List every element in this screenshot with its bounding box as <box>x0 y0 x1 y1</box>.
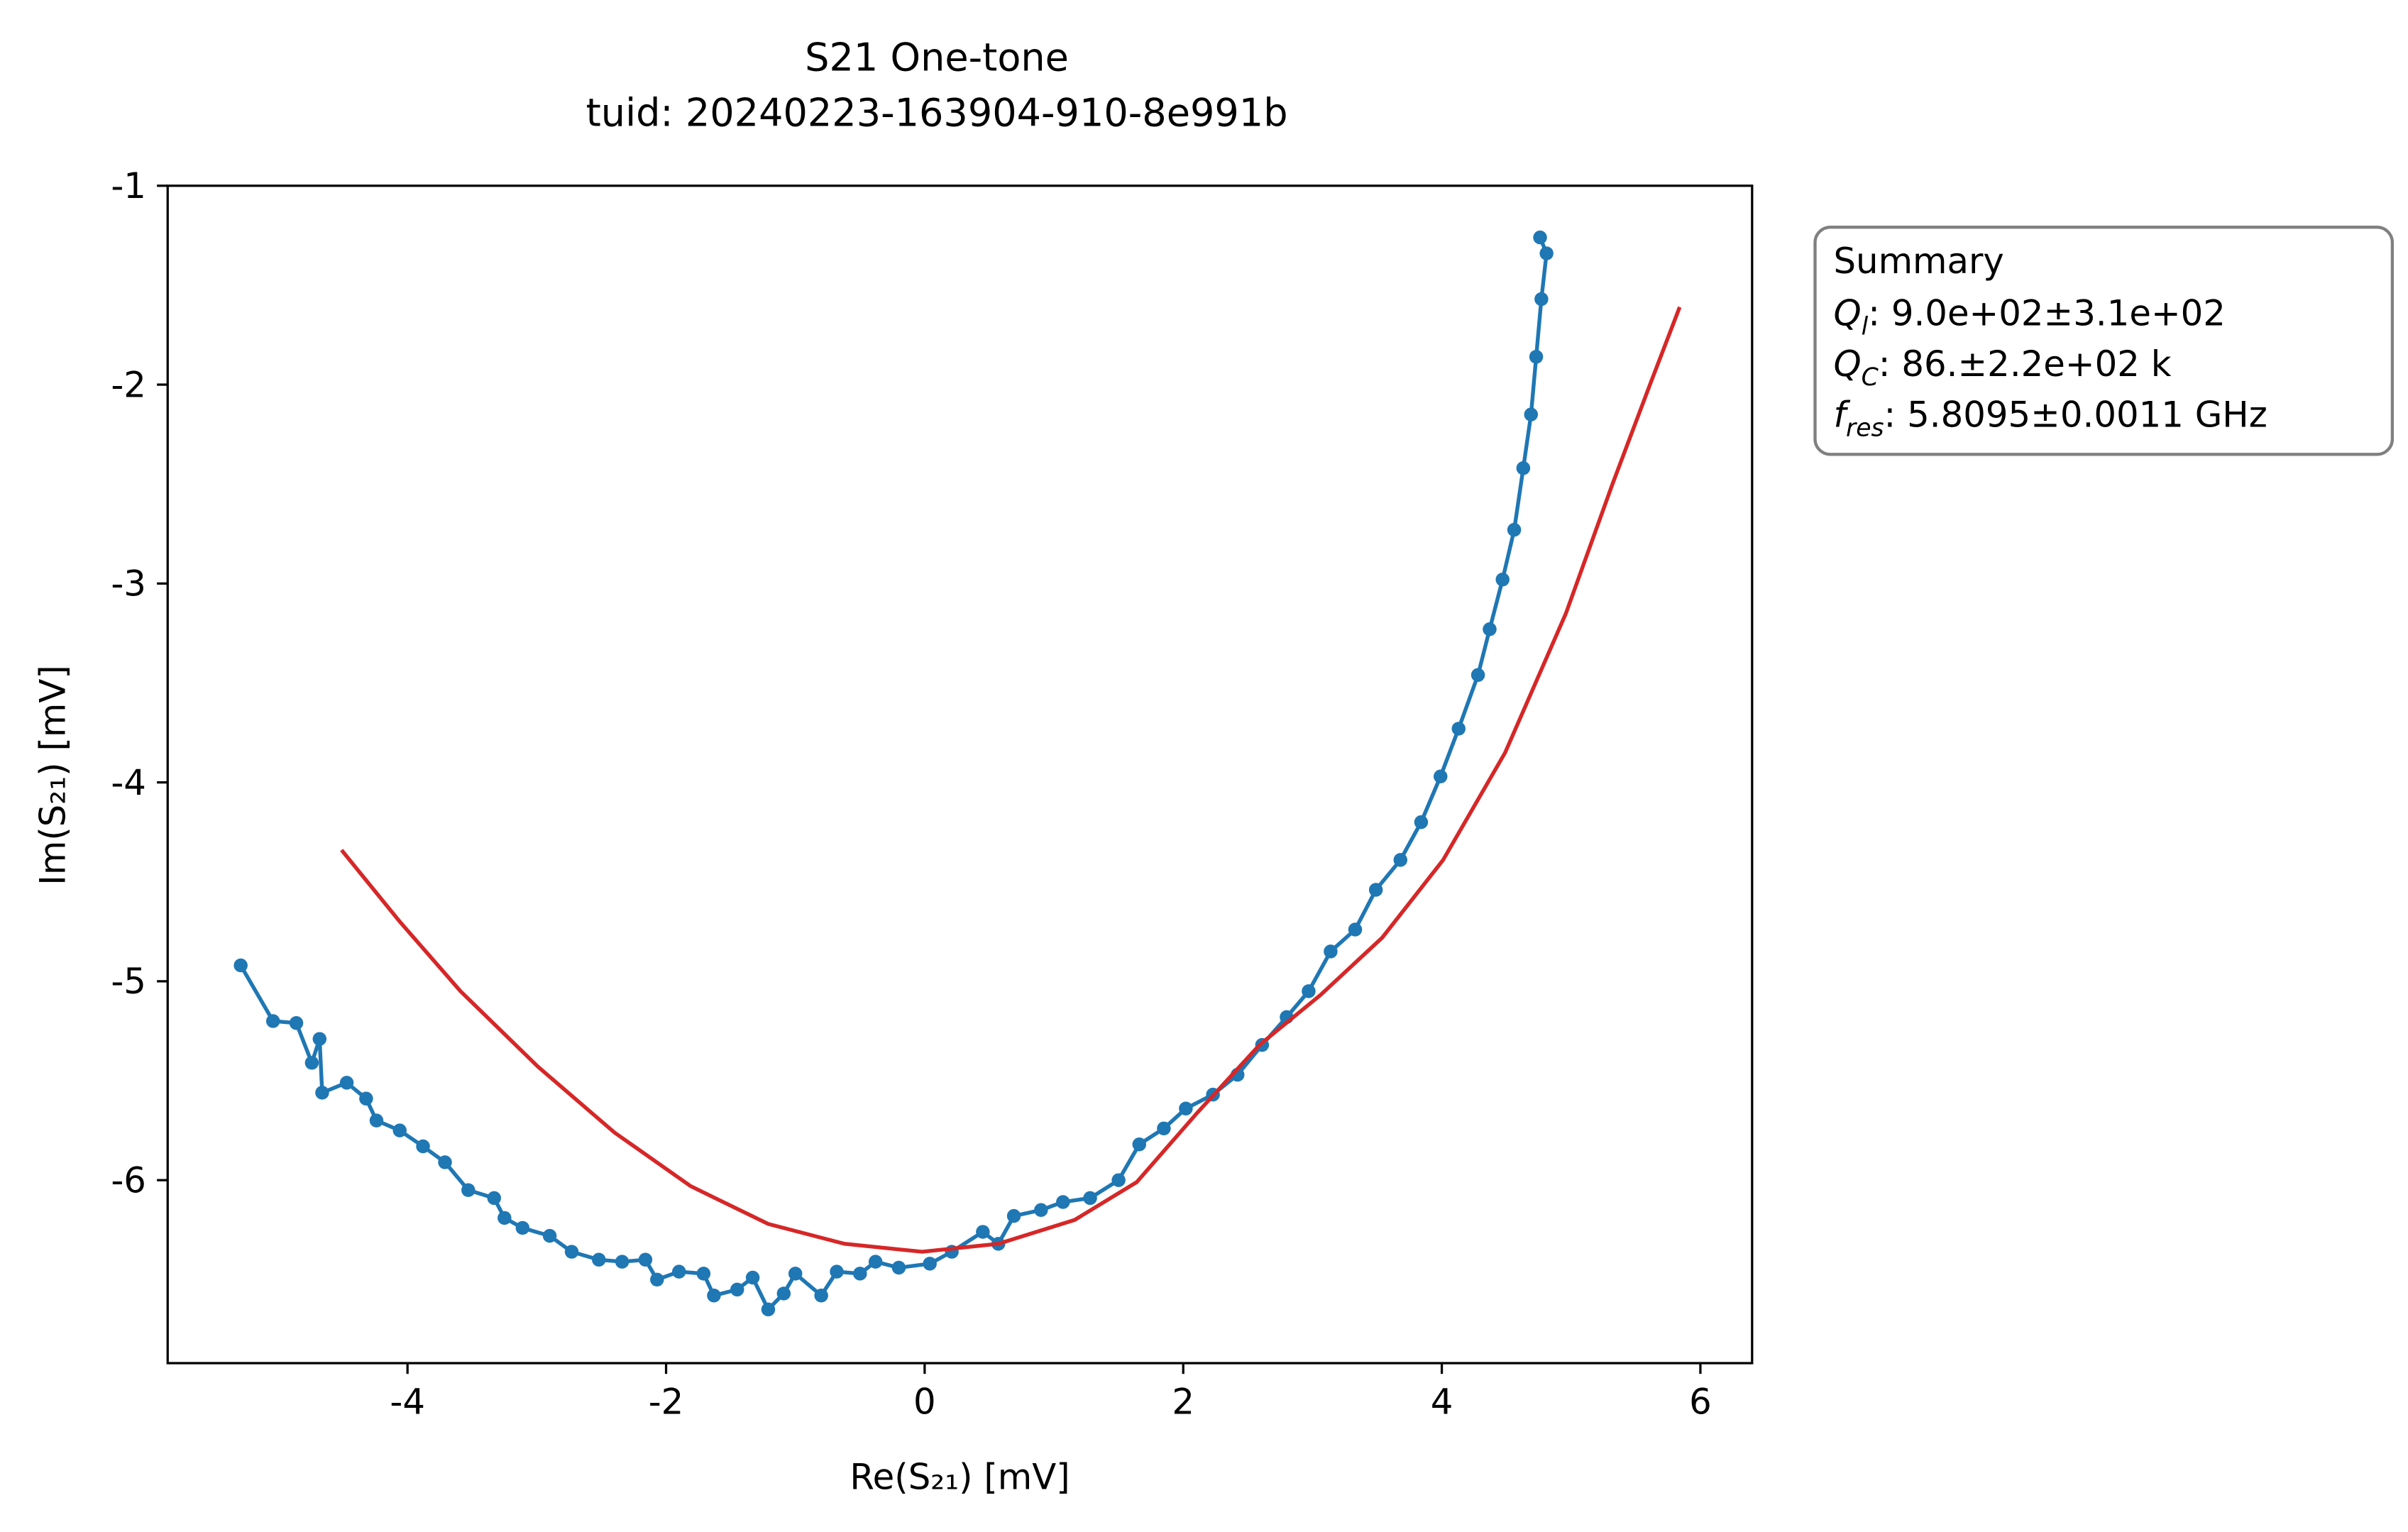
data-point <box>1111 1173 1126 1187</box>
summary-box <box>1813 226 2395 456</box>
data-point <box>438 1155 452 1169</box>
data-point <box>1507 522 1522 537</box>
data-point <box>730 1282 744 1297</box>
data-point <box>638 1252 653 1267</box>
data-point <box>1368 883 1383 897</box>
x-tick-label: -2 <box>649 1381 684 1422</box>
data-point <box>1451 722 1466 736</box>
data-point <box>672 1264 686 1279</box>
x-axis-label: Re(S₂₁) [mV] <box>850 1456 1070 1497</box>
data-point <box>1348 922 1363 937</box>
data-point <box>976 1225 990 1239</box>
data-point <box>497 1211 512 1225</box>
data-point <box>315 1086 329 1100</box>
data-point <box>1157 1121 1171 1136</box>
data-point <box>1034 1203 1048 1217</box>
data-point <box>1524 407 1539 421</box>
data-point <box>696 1267 711 1281</box>
data-point <box>853 1267 867 1281</box>
summary-text: : 86.±2.2e+02 k <box>1879 343 2172 385</box>
summary-heading: Summary <box>1833 241 2003 282</box>
summary-text: : 9.0e+02±3.1e+02 <box>1868 293 2226 334</box>
summary-symbol: Q <box>1833 343 1861 385</box>
data-point <box>265 1014 280 1028</box>
x-tick-label: 6 <box>1689 1381 1712 1422</box>
data-point <box>814 1289 828 1303</box>
data-point <box>1324 944 1338 959</box>
data-point <box>289 1016 304 1030</box>
summary-subscript: res <box>1846 414 1884 442</box>
data-point <box>761 1302 776 1317</box>
data-point <box>1529 350 1544 364</box>
data-point <box>745 1270 760 1285</box>
data-point <box>1302 984 1316 998</box>
data-point <box>487 1191 501 1206</box>
data-point <box>891 1260 906 1275</box>
y-tick-label: -3 <box>111 563 146 605</box>
data-point <box>1483 622 1497 637</box>
series-line <box>340 306 1682 1254</box>
data-point <box>564 1245 579 1259</box>
y-tick-label: -2 <box>111 364 146 405</box>
chart-subtitle: tuid: 20240223-163904-910-8e991b <box>586 90 1288 135</box>
data-point <box>707 1289 721 1303</box>
data-point <box>1534 292 1549 307</box>
data-point <box>1434 769 1448 783</box>
data-point <box>392 1123 407 1137</box>
data-point <box>515 1220 530 1235</box>
y-axis-label: Im(S₂₁) [mV] <box>32 665 73 886</box>
data-point <box>868 1255 883 1269</box>
summary-subscript: l <box>1862 313 1869 341</box>
data-point <box>1533 230 1547 245</box>
x-tick-label: 0 <box>913 1381 936 1422</box>
data-point <box>1083 1191 1097 1206</box>
data-point <box>1179 1101 1193 1116</box>
data-point <box>233 958 248 973</box>
data-point <box>1470 668 1485 682</box>
data-point <box>461 1183 475 1197</box>
data-point <box>1495 572 1510 587</box>
data-point <box>788 1267 803 1281</box>
data-point <box>615 1255 630 1269</box>
data-point <box>312 1032 327 1046</box>
data-point <box>830 1264 844 1279</box>
plot-area <box>233 230 1682 1317</box>
data-point <box>1393 853 1408 867</box>
summary-text: : 5.8095±0.0011 GHz <box>1884 394 2267 435</box>
data-point <box>776 1286 791 1301</box>
data-point <box>650 1272 664 1287</box>
summary-line: QC: 86.±2.2e+02 k <box>1833 343 2171 392</box>
summary-line: fres: 5.8095±0.0011 GHz <box>1833 394 2267 442</box>
y-tick-label: -6 <box>111 1159 146 1201</box>
data-point <box>1539 246 1554 260</box>
x-tick-label: -4 <box>390 1381 425 1422</box>
data-point <box>1056 1195 1070 1209</box>
chart-title: S21 One-tone <box>805 35 1069 80</box>
plot-frame <box>166 184 1754 1365</box>
data-point <box>1414 815 1429 830</box>
data-point <box>304 1056 319 1070</box>
y-tick-label: -5 <box>111 961 146 1002</box>
y-tick-label: -4 <box>111 762 146 803</box>
data-point <box>359 1091 373 1106</box>
data-point <box>416 1139 430 1154</box>
summary-symbol: Q <box>1833 293 1861 334</box>
data-point <box>1006 1208 1021 1223</box>
data-point <box>542 1228 557 1243</box>
data-point <box>339 1076 354 1090</box>
data-point <box>923 1257 937 1271</box>
y-tick-label: -1 <box>111 165 146 206</box>
x-tick-label: 2 <box>1172 1381 1194 1422</box>
data-point <box>1132 1137 1147 1152</box>
x-tick-label: 4 <box>1431 1381 1453 1422</box>
summary-line: Ql: 9.0e+02±3.1e+02 <box>1833 293 2226 341</box>
summary-subscript: C <box>1862 363 1879 392</box>
data-point <box>1516 461 1531 475</box>
data-point <box>592 1252 606 1267</box>
data-point <box>369 1113 384 1128</box>
